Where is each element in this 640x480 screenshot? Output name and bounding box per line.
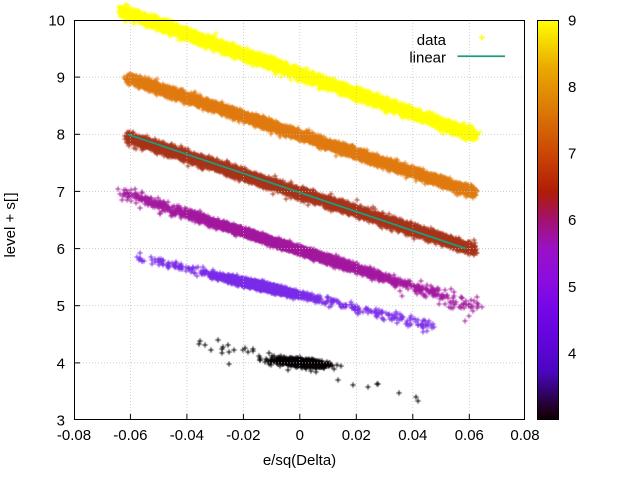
- svg-text:0.06: 0.06: [455, 427, 484, 444]
- svg-text:5: 5: [568, 279, 576, 296]
- svg-text:e/sq(Delta): e/sq(Delta): [263, 452, 336, 469]
- svg-text:8: 8: [568, 79, 576, 96]
- svg-text:-0.02: -0.02: [226, 427, 260, 444]
- svg-text:10: 10: [48, 13, 65, 30]
- svg-text:3: 3: [57, 413, 65, 430]
- svg-text:7: 7: [568, 146, 576, 163]
- svg-text:8: 8: [57, 127, 65, 144]
- svg-text:9: 9: [568, 13, 576, 30]
- svg-text:0.08: 0.08: [510, 427, 539, 444]
- svg-text:data: data: [417, 32, 447, 49]
- svg-text:5: 5: [57, 298, 65, 315]
- svg-text:4: 4: [568, 345, 576, 362]
- svg-text:0.04: 0.04: [398, 427, 427, 444]
- svg-text:6: 6: [568, 212, 576, 229]
- svg-text:6: 6: [57, 241, 65, 258]
- svg-text:level + s[]: level + s[]: [2, 192, 19, 257]
- svg-text:4: 4: [57, 355, 65, 372]
- svg-text:9: 9: [57, 70, 65, 87]
- svg-text:-0.04: -0.04: [170, 427, 204, 444]
- svg-text:0.02: 0.02: [342, 427, 371, 444]
- svg-text:7: 7: [57, 184, 65, 201]
- svg-text:-0.08: -0.08: [57, 427, 91, 444]
- svg-text:-0.06: -0.06: [113, 427, 147, 444]
- svg-text:0: 0: [296, 427, 304, 444]
- svg-text:linear: linear: [409, 50, 446, 67]
